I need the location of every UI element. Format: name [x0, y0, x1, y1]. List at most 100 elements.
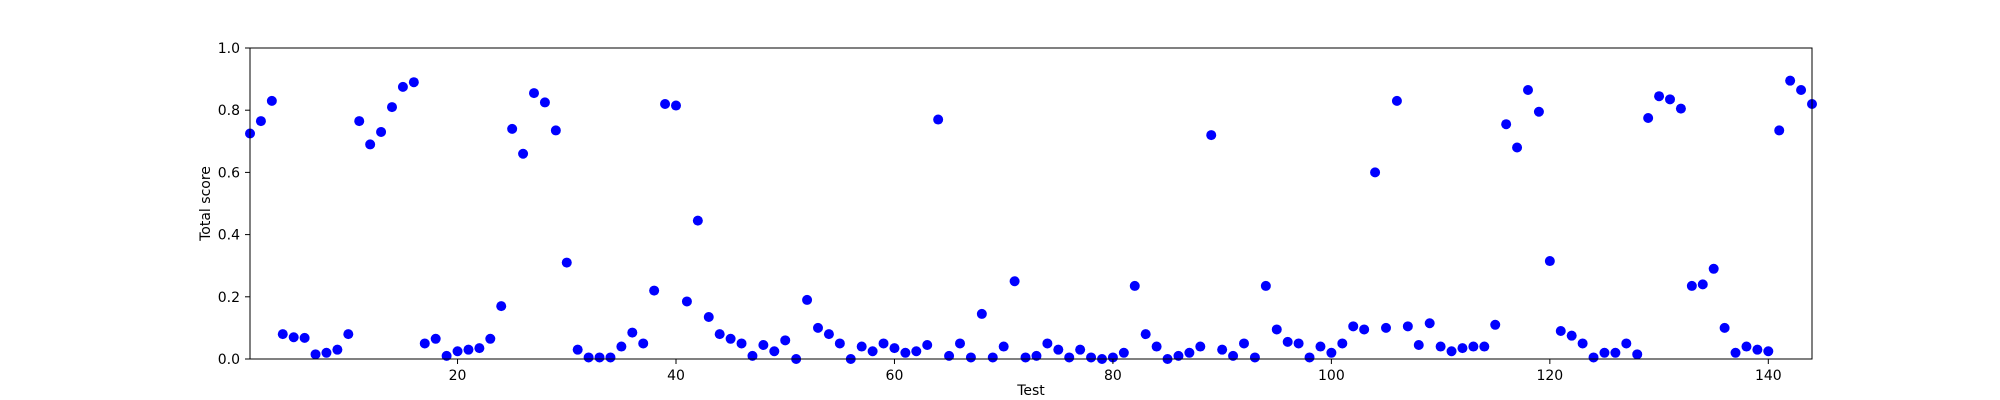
data-point [649, 285, 660, 296]
data-point [397, 81, 408, 92]
data-point [1435, 341, 1446, 352]
data-points [245, 75, 1817, 364]
data-point [1249, 352, 1260, 363]
data-point [1752, 344, 1763, 355]
x-tick-label: 120 [1536, 368, 1563, 384]
data-point [944, 350, 955, 361]
data-point [1566, 330, 1577, 341]
plot-frame [249, 47, 1813, 360]
data-point [1195, 341, 1206, 352]
data-point [1468, 341, 1479, 352]
x-tick-label: 20 [449, 368, 467, 384]
data-point [1064, 352, 1075, 363]
data-point [1785, 75, 1796, 86]
data-point [1370, 167, 1381, 178]
data-point [485, 333, 496, 344]
data-point [1588, 352, 1599, 363]
y-axis-ticks: 0.0 0.2 0.4 0.6 0.8 1.0 [218, 41, 250, 368]
data-point [1020, 352, 1031, 363]
data-point [1184, 347, 1195, 358]
y-tick-label: 0.2 [218, 290, 240, 306]
data-point [1697, 279, 1708, 290]
data-point [1457, 343, 1468, 354]
y-tick-label: 0.8 [218, 103, 240, 119]
data-point [1217, 344, 1228, 355]
data-point [1359, 324, 1370, 335]
data-point [1479, 341, 1490, 352]
data-point [1577, 338, 1588, 349]
data-point [365, 139, 376, 150]
data-point [1009, 276, 1020, 287]
data-point [1031, 350, 1042, 361]
data-point [1391, 95, 1402, 106]
data-point [955, 338, 965, 349]
data-point [321, 347, 332, 358]
data-point [692, 215, 703, 226]
data-point [1523, 84, 1533, 95]
data-point [736, 338, 747, 349]
data-point [1632, 349, 1643, 360]
x-tick-label: 80 [1104, 368, 1122, 384]
data-point [1206, 130, 1217, 141]
data-point [299, 332, 310, 343]
data-point [616, 341, 627, 352]
data-point [780, 335, 791, 346]
data-point [1501, 119, 1512, 130]
data-point [1173, 350, 1184, 361]
data-point [1686, 280, 1697, 291]
data-point [1348, 321, 1359, 332]
data-point [288, 332, 299, 343]
data-point [1763, 346, 1774, 357]
data-point [463, 344, 474, 355]
y-tick-label: 1.0 [218, 41, 240, 57]
x-tick-label: 100 [1318, 368, 1345, 384]
data-point [529, 88, 539, 99]
data-point [1271, 324, 1282, 335]
data-point [539, 97, 550, 108]
y-tick-label: 0.6 [218, 165, 240, 181]
data-point [518, 148, 529, 159]
data-point [332, 344, 343, 355]
data-point [823, 329, 834, 340]
data-point [550, 125, 561, 136]
data-point [725, 333, 736, 344]
data-point [387, 102, 397, 113]
data-point [1708, 263, 1719, 274]
data-point [627, 327, 638, 338]
x-tick-label: 60 [886, 368, 904, 384]
data-point [605, 352, 616, 363]
data-point [507, 123, 518, 134]
x-axis-label: Test [1016, 383, 1045, 399]
data-point [1381, 322, 1391, 333]
data-point [1239, 338, 1249, 349]
data-point [681, 296, 692, 307]
data-point [1730, 347, 1741, 358]
data-point [1315, 341, 1326, 352]
data-point [419, 338, 430, 349]
data-point [583, 352, 594, 363]
data-point [1053, 344, 1064, 355]
data-point [1129, 280, 1140, 291]
data-point [889, 343, 900, 354]
data-point [703, 312, 714, 323]
data-point [343, 329, 354, 340]
data-point [998, 341, 1009, 352]
data-point [1490, 319, 1501, 330]
data-point [856, 341, 867, 352]
data-point [1282, 336, 1293, 347]
data-point [266, 95, 277, 106]
data-point [1610, 347, 1621, 358]
data-point [1665, 94, 1675, 105]
data-point [1140, 329, 1151, 340]
data-point [758, 340, 769, 351]
data-point [1512, 142, 1523, 153]
data-point [987, 352, 998, 363]
data-point [769, 346, 780, 357]
data-point [802, 294, 813, 305]
data-point [376, 126, 387, 137]
data-point [1337, 338, 1348, 349]
data-point [408, 77, 419, 88]
data-point [1118, 347, 1129, 358]
y-tick-label: 0.0 [218, 352, 240, 368]
